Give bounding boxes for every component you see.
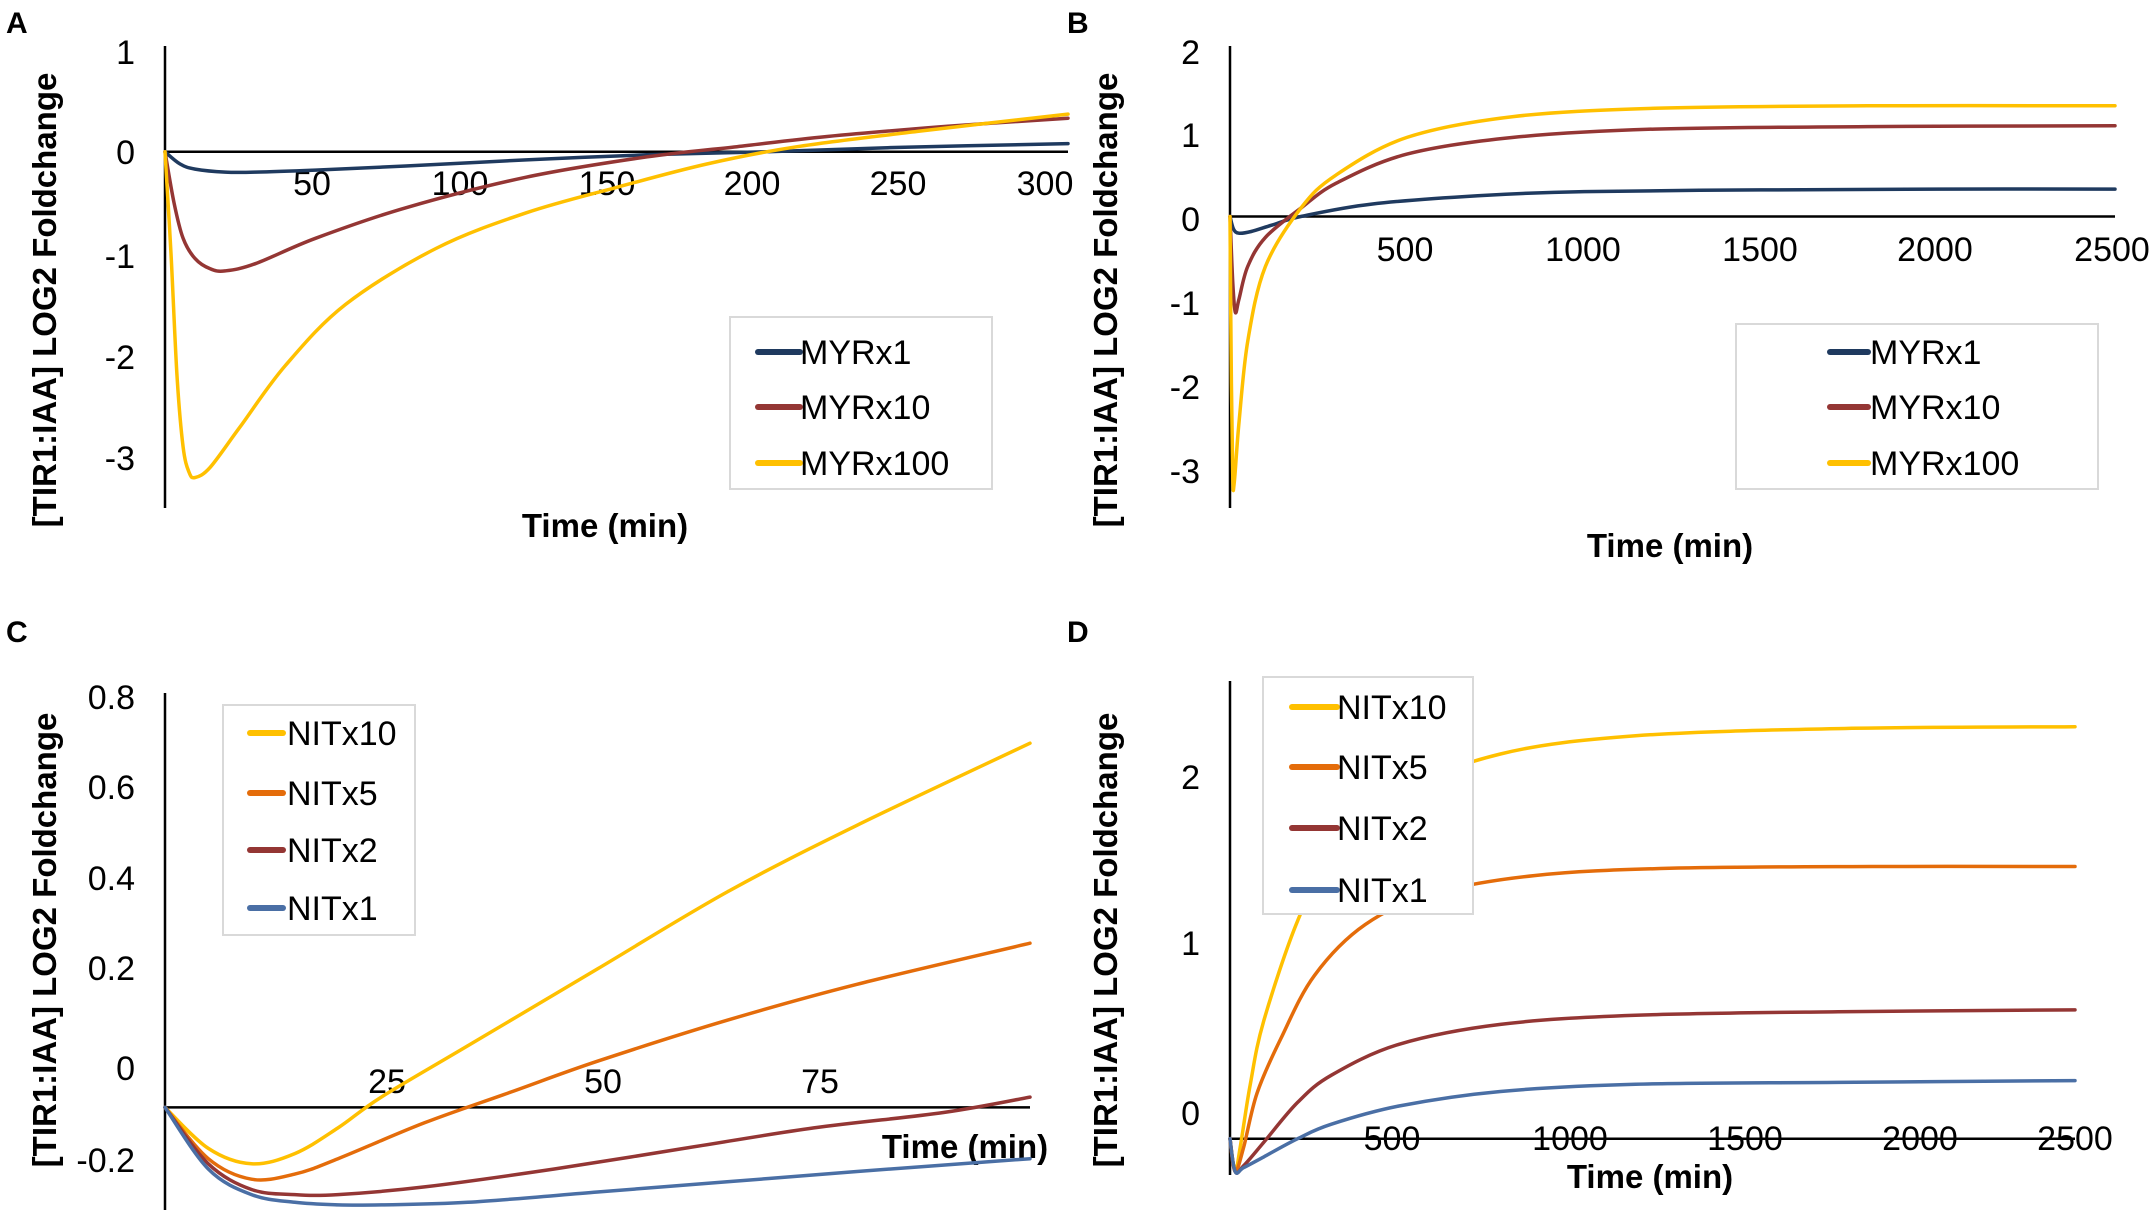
panel-letter-d: D <box>1067 616 1089 649</box>
x-axis-title-b: Time (min) <box>1587 527 1753 564</box>
legend-a: MYRx1 MYRx10 MYRx100 <box>729 316 993 490</box>
x-tick-label-d: 2500 <box>2037 1120 2113 1158</box>
x-axis-title-d: Time (min) <box>1567 1158 1733 1195</box>
x-tick-label-c: 75 <box>801 1063 839 1101</box>
y-tick-label-a: 0 <box>116 134 135 172</box>
panel-letter-c: C <box>6 616 28 649</box>
legend-label-nitx2: NITx2 <box>287 832 378 870</box>
panel-b: B 2 1 0 -1 -2 -3 500 1000 1500 2000 2500 Time (min) [… <box>1067 7 2150 564</box>
legend-label-myrx1: MYRx1 <box>800 334 911 372</box>
series-line-myrx10 <box>1228 124 2117 315</box>
x-tick-label-d: 500 <box>1364 1120 1421 1158</box>
series-line-nitx10 <box>163 741 1032 1166</box>
y-tick-label-a: -2 <box>105 339 135 377</box>
series-line-myrx100 <box>1228 103 2117 493</box>
x-tick-label-b: 500 <box>1377 231 1434 269</box>
y-tick-label-d: 2 <box>1181 759 1200 797</box>
y-tick-label-b: 2 <box>1181 34 1200 72</box>
legend-label-nitx5: NITx5 <box>1337 749 1428 787</box>
x-tick-label-a: 300 <box>1017 165 1074 203</box>
x-tick-label-b: 2500 <box>2074 231 2150 269</box>
legend-label-myrx10: MYRx10 <box>800 389 930 427</box>
legend-box-b <box>1735 323 2099 490</box>
y-tick-label-b: 1 <box>1181 117 1200 155</box>
legend-label-nitx10: NITx10 <box>1337 689 1447 727</box>
legend-box-c <box>222 704 416 936</box>
y-tick-label-b: -2 <box>1170 369 1200 407</box>
series-line-nitx2 <box>163 1095 1032 1198</box>
x-tick-label-a: 250 <box>870 165 927 203</box>
x-tick-label-b: 1000 <box>1545 231 1621 269</box>
legend-label-myrx10: MYRx10 <box>1870 389 2000 427</box>
y-tick-label-c: -0.2 <box>76 1142 135 1180</box>
y-tick-label-a: -1 <box>105 238 135 276</box>
y-axis-title-b: [TIR1:IAA] LOG2 Foldchange <box>1087 73 1124 528</box>
legend-label-nitx1: NITx1 <box>1337 872 1428 910</box>
y-axis-title-c: [TIR1:IAA] LOG2 Foldchange <box>26 713 63 1168</box>
legend-c: NITx10 NITx5 NITx2 NITx1 <box>222 704 416 936</box>
panel-letter-a: A <box>6 7 28 40</box>
y-tick-label-b: 0 <box>1181 201 1200 239</box>
y-tick-label-c: 0.4 <box>88 860 135 898</box>
y-tick-label-b: -3 <box>1170 453 1200 491</box>
legend-box-d <box>1262 676 1474 915</box>
y-tick-label-a: -3 <box>105 440 135 478</box>
x-tick-label-a: 200 <box>724 165 781 203</box>
series-line-myrx1 <box>1228 187 2117 236</box>
legend-label-myrx100: MYRx100 <box>800 445 949 483</box>
y-axis-title-a: [TIR1:IAA] LOG2 Foldchange <box>26 73 63 528</box>
legend-d: NITx10 NITx5 NITx2 NITx1 <box>1262 676 1474 915</box>
x-tick-label-d: 1000 <box>1532 1120 1608 1158</box>
legend-label-nitx5: NITx5 <box>287 775 378 813</box>
y-tick-label-d: 1 <box>1181 925 1200 963</box>
y-tick-label-a: 1 <box>116 34 135 72</box>
panel-letter-b: B <box>1067 7 1089 40</box>
y-tick-label-c: 0 <box>116 1050 135 1088</box>
x-tick-label-c: 50 <box>584 1063 622 1101</box>
x-axis-title-a: Time (min) <box>522 507 688 544</box>
x-tick-label-d: 1500 <box>1707 1120 1783 1158</box>
series-line-myrx100 <box>163 112 1070 480</box>
legend-b: MYRx1 MYRx10 MYRx100 <box>1735 323 2099 490</box>
y-tick-label-b: -1 <box>1170 285 1200 323</box>
x-tick-label-d: 2000 <box>1882 1120 1958 1158</box>
y-axis-title-d: [TIR1:IAA] LOG2 Foldchange <box>1087 713 1124 1168</box>
series-line-nitx1 <box>163 1105 1032 1207</box>
legend-label-myrx100: MYRx100 <box>1870 445 2019 483</box>
legend-label-nitx2: NITx2 <box>1337 810 1428 848</box>
legend-label-nitx10: NITx10 <box>287 715 397 753</box>
y-tick-label-c: 0.2 <box>88 950 135 988</box>
series-line-nitx1 <box>1228 1078 2077 1175</box>
panel-d: D 2 1 0 500 1000 1500 2000 2500 Time (min) [TIR1:I… <box>1067 616 2113 1195</box>
x-tick-label-b: 2000 <box>1897 231 1973 269</box>
y-tick-label-c: 0.6 <box>88 769 135 807</box>
series-line-nitx5 <box>163 941 1032 1182</box>
legend-label-myrx1: MYRx1 <box>1870 334 1981 372</box>
series-line-myrx10 <box>163 116 1070 273</box>
y-tick-label-d: 0 <box>1181 1095 1200 1133</box>
x-tick-label-b: 1500 <box>1722 231 1798 269</box>
y-tick-label-c: 0.8 <box>88 679 135 717</box>
legend-label-nitx1: NITx1 <box>287 890 378 928</box>
series-line-myrx1 <box>163 141 1070 175</box>
